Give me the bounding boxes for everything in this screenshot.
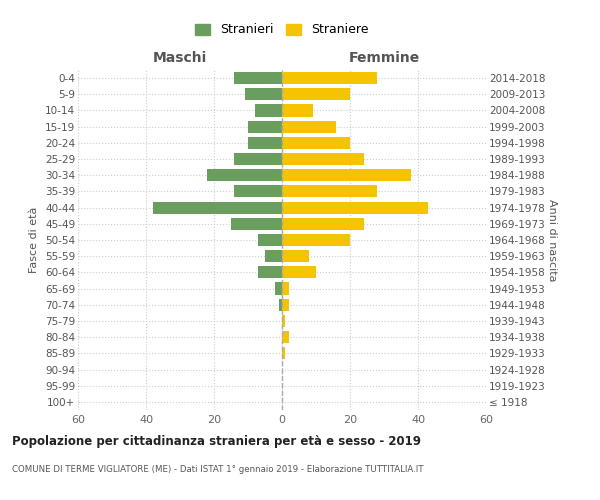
Y-axis label: Fasce di età: Fasce di età — [29, 207, 40, 273]
Bar — [248, 137, 282, 149]
Bar — [282, 298, 289, 311]
Bar — [153, 202, 282, 213]
Bar — [282, 218, 364, 230]
Text: Femmine: Femmine — [349, 51, 419, 65]
Bar — [245, 88, 282, 101]
Bar — [282, 234, 350, 246]
Bar — [282, 331, 289, 343]
Bar — [258, 234, 282, 246]
Text: Maschi: Maschi — [153, 51, 207, 65]
Bar — [282, 250, 309, 262]
Text: COMUNE DI TERME VIGLIATORE (ME) - Dati ISTAT 1° gennaio 2019 - Elaborazione TUTT: COMUNE DI TERME VIGLIATORE (ME) - Dati I… — [12, 465, 424, 474]
Bar — [282, 315, 286, 327]
Bar — [248, 120, 282, 132]
Y-axis label: Anni di nascita: Anni di nascita — [547, 198, 557, 281]
Bar — [235, 186, 282, 198]
Bar — [282, 169, 411, 181]
Bar — [282, 120, 337, 132]
Bar — [231, 218, 282, 230]
Bar — [235, 153, 282, 165]
Bar — [282, 137, 350, 149]
Bar — [282, 88, 350, 101]
Bar — [255, 104, 282, 117]
Bar — [282, 186, 377, 198]
Bar — [282, 348, 286, 360]
Bar — [207, 169, 282, 181]
Bar — [282, 266, 316, 278]
Bar — [282, 153, 364, 165]
Bar — [282, 72, 377, 84]
Legend: Stranieri, Straniere: Stranieri, Straniere — [190, 18, 374, 42]
Bar — [258, 266, 282, 278]
Bar — [282, 282, 289, 294]
Bar — [275, 282, 282, 294]
Bar — [278, 298, 282, 311]
Bar — [235, 72, 282, 84]
Text: Popolazione per cittadinanza straniera per età e sesso - 2019: Popolazione per cittadinanza straniera p… — [12, 435, 421, 448]
Bar — [282, 104, 313, 117]
Bar — [282, 202, 428, 213]
Bar — [265, 250, 282, 262]
